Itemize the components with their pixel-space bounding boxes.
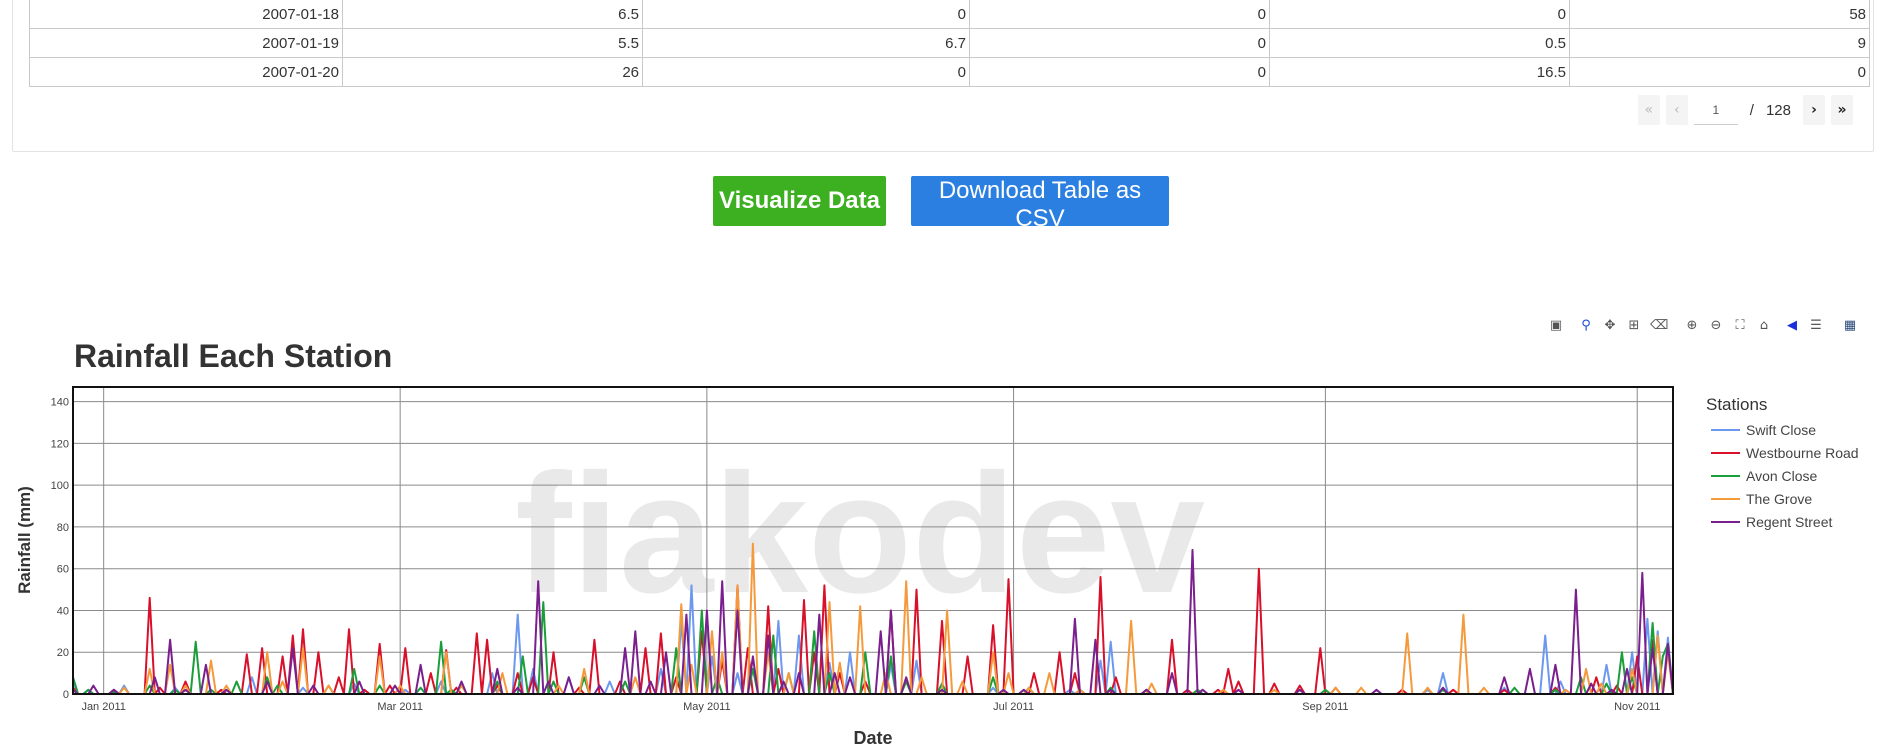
plot-area-frame [72, 386, 1674, 695]
next-page-button[interactable]: › [1803, 95, 1825, 125]
bar-chart-icon[interactable]: ▦ [1843, 318, 1857, 333]
table-cell: 0.5 [1269, 28, 1570, 58]
table-cell: 0 [1569, 57, 1870, 87]
table-cell: 0 [969, 28, 1270, 58]
table-row: 2007-01-20 26 0 0 16.5 0 [29, 57, 1870, 87]
legend-item[interactable]: Regent Street [1711, 514, 1832, 530]
table-cell: 0 [1269, 0, 1570, 29]
y-tick-label: 40 [57, 605, 69, 617]
first-page-button[interactable]: « [1637, 95, 1660, 125]
table-row: 2007-01-18 6.5 0 0 0 58 [29, 0, 1870, 29]
chevron-right-icon: › [1811, 102, 1817, 118]
x-tick-label: May 2011 [683, 701, 731, 713]
pagination: « ‹ / 128 › » [1637, 95, 1853, 125]
table-cell: 2007-01-20 [29, 57, 343, 87]
legend-item[interactable]: Swift Close [1711, 422, 1816, 438]
x-tick-label: Sep 2011 [1302, 701, 1348, 713]
page-number-input[interactable] [1693, 95, 1738, 125]
table-cell: 58 [1569, 0, 1870, 29]
x-axis-title: Date [853, 728, 892, 748]
spike-lines-icon[interactable]: ◀ [1787, 318, 1797, 333]
x-tick-label: Mar 2011 [377, 701, 423, 713]
lasso-clear-icon[interactable]: ⌫ [1650, 318, 1669, 333]
table-cell: 6.5 [342, 0, 643, 29]
y-tick-label: 80 [57, 522, 69, 534]
prev-page-button[interactable]: ‹ [1665, 95, 1688, 125]
table-cell: 9 [1569, 28, 1870, 58]
legend-item[interactable]: Avon Close [1711, 468, 1818, 484]
y-tick-label: 140 [51, 397, 69, 409]
pan-icon[interactable]: ✥ [1604, 318, 1616, 333]
table-row: 2007-01-19 5.5 6.7 0 0.5 9 [29, 28, 1870, 58]
chevron-left-icon: ‹ [1673, 102, 1680, 118]
rainfall-chart[interactable]: fiakodev Rainfall Each Station 0 20 40 60 80… [0, 340, 1886, 749]
chart-title: Rainfall Each Station [74, 340, 392, 374]
zoom-icon[interactable]: ⚲ [1581, 318, 1591, 333]
legend-title: Stations [1706, 395, 1767, 414]
table-cell: 0 [969, 57, 1270, 87]
box-select-icon[interactable]: ⊞ [1628, 318, 1640, 333]
camera-icon[interactable]: ▣ [1549, 318, 1563, 333]
zoom-out-icon[interactable]: ⊖ [1710, 318, 1722, 333]
reset-axes-icon[interactable]: ⌂ [1759, 318, 1769, 333]
visualize-data-button[interactable]: Visualize Data [713, 176, 886, 226]
compare-hover-icon[interactable]: ☰ [1810, 318, 1822, 333]
zoom-in-icon[interactable]: ⊕ [1686, 318, 1698, 333]
total-pages: 128 [1765, 101, 1791, 119]
table-cell: 6.7 [642, 28, 970, 58]
rainfall-table: 2007-01-18 6.5 0 0 0 58 2007-01-19 5.5 6.7 0 0.5 9 2… [29, 0, 1870, 87]
legend-label: The Grove [1746, 491, 1812, 507]
download-csv-button[interactable]: Download Table as CSV [911, 176, 1169, 232]
chart-watermark: fiakodev [515, 439, 1205, 629]
legend-item[interactable]: The Grove [1711, 491, 1812, 507]
table-cell: 2007-01-19 [29, 28, 343, 58]
y-tick-label: 120 [51, 438, 69, 450]
table-cell: 16.5 [1269, 57, 1570, 87]
x-tick-label: Jul 2011 [993, 701, 1034, 713]
legend-label: Regent Street [1746, 514, 1832, 530]
data-table-card: 2007-01-18 6.5 0 0 0 58 2007-01-19 5.5 6.7 0 0.5 9 2… [12, 0, 1874, 152]
legend-label: Avon Close [1746, 468, 1818, 484]
table-cell: 0 [969, 0, 1270, 29]
table-cell: 5.5 [342, 28, 643, 58]
x-tick-label: Jan 2011 [81, 701, 125, 713]
legend-label: Westbourne Road [1746, 445, 1859, 461]
legend-label: Swift Close [1746, 422, 1816, 438]
y-axis-title: Rainfall (mm) [15, 486, 34, 594]
y-tick-label: 60 [57, 564, 69, 576]
last-page-button[interactable]: » [1831, 95, 1853, 125]
table-cell: 26 [342, 57, 643, 87]
y-tick-label: 20 [57, 647, 69, 659]
double-chevron-right-icon: » [1837, 102, 1847, 118]
page-separator: / [1749, 101, 1754, 119]
table-cell: 0 [642, 0, 970, 29]
table-cell: 2007-01-18 [29, 0, 343, 29]
y-tick-label: 100 [51, 480, 69, 492]
legend-item[interactable]: Westbourne Road [1711, 445, 1859, 461]
y-tick-label: 0 [63, 689, 69, 701]
double-chevron-left-icon: « [1644, 102, 1654, 118]
table-cell: 0 [642, 57, 970, 87]
x-tick-label: Nov 2011 [1614, 701, 1660, 713]
autoscale-icon[interactable]: ⛶ [1735, 318, 1745, 333]
